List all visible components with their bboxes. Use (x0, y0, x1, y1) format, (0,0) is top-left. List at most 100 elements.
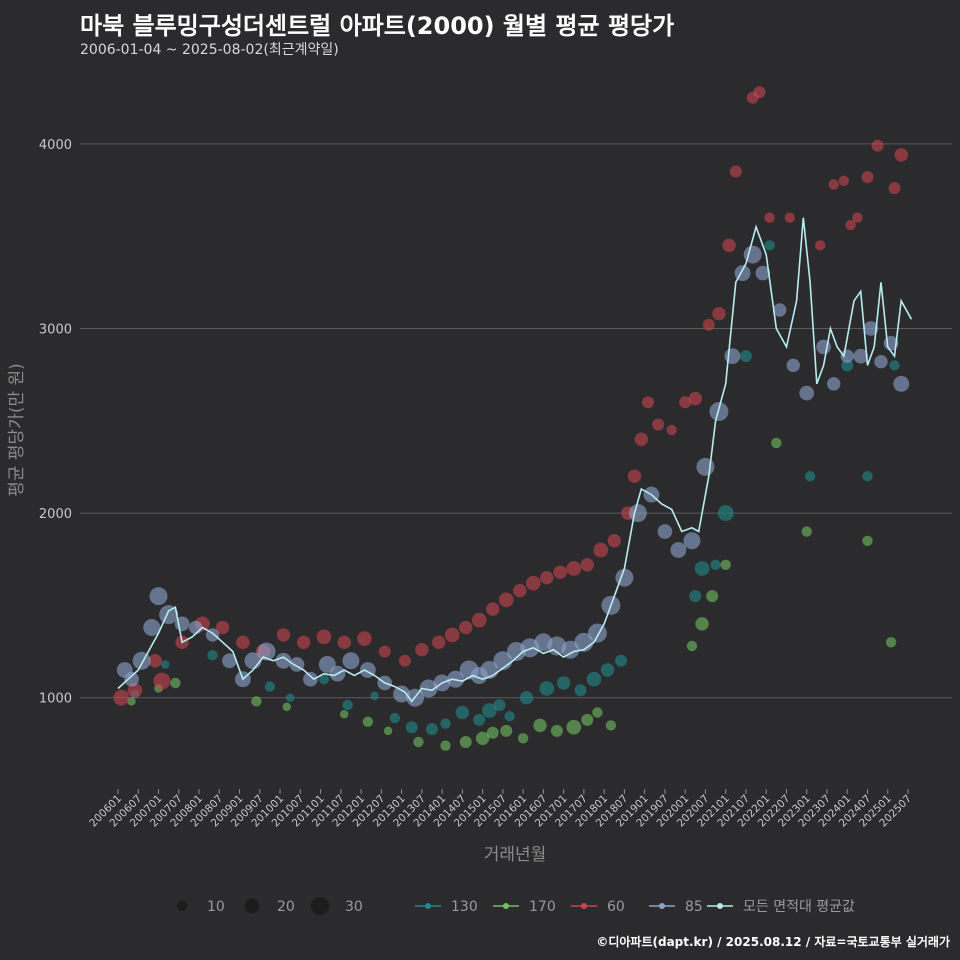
legend-dot-4 (717, 903, 723, 909)
point-130-6 (342, 699, 353, 711)
point-85-12 (257, 642, 276, 661)
point-60-34 (642, 396, 655, 409)
point-60-41 (722, 238, 736, 253)
point-170-19 (592, 707, 603, 718)
y-tick-labels: 1000 2000 3000 4000 (39, 138, 72, 707)
point-85-54 (827, 377, 841, 391)
point-130-30 (804, 470, 816, 482)
point-85-58 (874, 354, 888, 369)
point-130-19 (556, 676, 571, 690)
point-60-46 (784, 212, 796, 223)
point-60-51 (852, 212, 863, 223)
size-legend-label-20: 20 (277, 899, 295, 915)
y-tick-3000: 3000 (39, 322, 72, 337)
point-60-39 (702, 318, 715, 331)
point-60-44 (753, 86, 766, 99)
legend-label-2: 60 (607, 899, 625, 915)
point-85-4 (149, 587, 168, 606)
point-60-45 (764, 212, 775, 223)
point-85-3 (143, 619, 161, 637)
point-170-23 (706, 590, 719, 603)
point-60-27 (566, 561, 582, 576)
point-60-40 (712, 306, 726, 321)
point-60-28 (580, 558, 594, 572)
point-60-7 (236, 635, 250, 650)
point-170-20 (605, 720, 617, 731)
point-130-24 (689, 590, 702, 603)
point-130-26 (710, 559, 721, 570)
point-60-19 (459, 620, 473, 635)
point-85-9 (222, 653, 237, 669)
point-170-4 (282, 702, 292, 712)
point-60-54 (888, 182, 901, 195)
point-60-33 (634, 432, 648, 446)
point-60-17 (432, 635, 446, 650)
point-170-7 (383, 726, 393, 736)
point-170-10 (459, 736, 472, 748)
point-60-9 (276, 628, 291, 642)
point-60-25 (540, 570, 554, 585)
point-130-14 (482, 703, 497, 718)
average-line-group (117, 217, 913, 703)
point-60-37 (679, 396, 692, 409)
point-60-3 (153, 672, 171, 690)
series-60 (113, 86, 908, 706)
series-85 (116, 245, 910, 707)
legend-label-3: 85 (685, 899, 703, 915)
point-130-31 (841, 359, 854, 372)
point-85-39 (628, 504, 647, 523)
point-130-13 (473, 713, 486, 726)
point-85-21 (393, 685, 411, 703)
point-85-42 (670, 542, 687, 558)
point-60-47 (815, 240, 826, 251)
point-60-16 (415, 642, 429, 657)
point-170-16 (550, 724, 563, 737)
point-60-29 (593, 542, 609, 558)
point-130-17 (519, 690, 534, 705)
point-170-17 (566, 719, 582, 735)
point-170-21 (686, 640, 698, 652)
point-85-13 (275, 652, 292, 669)
point-60-53 (871, 139, 884, 152)
point-85-7 (188, 620, 203, 635)
y-tick-1000: 1000 (39, 692, 72, 707)
point-130-23 (615, 654, 628, 667)
legend-dot-3 (659, 903, 665, 909)
legend-label-4: 모든 면적대 평균값 (743, 899, 855, 915)
point-85-36 (587, 623, 607, 643)
point-170-26 (801, 526, 812, 537)
point-170-9 (440, 740, 451, 751)
point-60-11 (316, 629, 332, 645)
size-legend-label-30: 30 (345, 899, 363, 915)
point-60-50 (845, 219, 856, 231)
point-170-13 (500, 724, 513, 737)
x-axis-title: 거래년월 (484, 845, 547, 865)
point-85-2 (132, 651, 151, 670)
point-130-12 (455, 705, 470, 720)
point-130-27 (717, 505, 734, 522)
point-170-6 (362, 716, 374, 727)
point-130-29 (764, 240, 775, 251)
point-130-18 (539, 681, 555, 696)
point-85-15 (303, 671, 318, 687)
point-60-1 (127, 682, 143, 698)
point-130-15 (493, 699, 506, 712)
point-130-20 (574, 684, 587, 697)
point-60-12 (337, 635, 351, 650)
point-130-21 (586, 671, 602, 687)
point-85-60 (893, 375, 910, 392)
point-130-2 (207, 650, 218, 661)
point-130-16 (504, 710, 515, 722)
size-legend-dot-30 (310, 896, 330, 916)
point-60-52 (861, 171, 874, 184)
point-170-22 (695, 617, 709, 631)
point-130-10 (425, 723, 438, 736)
point-60-18 (444, 627, 460, 643)
chart-title: 마북 블루밍구성더센트럴 아파트(2000) 월별 평균 평당가 (80, 12, 675, 40)
point-85-23 (419, 679, 438, 698)
legend-dot-1 (503, 903, 509, 909)
point-60-30 (607, 534, 621, 548)
point-170-3 (251, 696, 262, 707)
size-legend-label-10: 10 (207, 899, 225, 915)
point-170-11 (475, 731, 490, 746)
